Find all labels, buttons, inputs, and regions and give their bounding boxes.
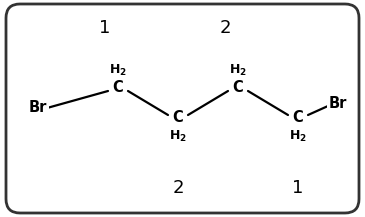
Text: $\mathregular{H_2}$: $\mathregular{H_2}$: [109, 62, 127, 77]
Text: $\mathregular{H_2}$: $\mathregular{H_2}$: [169, 128, 187, 144]
FancyBboxPatch shape: [6, 4, 359, 213]
Text: C: C: [233, 81, 243, 95]
Text: Br: Br: [29, 100, 47, 115]
Text: 2: 2: [219, 19, 231, 37]
Text: $\mathregular{H_2}$: $\mathregular{H_2}$: [229, 62, 247, 77]
Text: C: C: [113, 81, 123, 95]
Text: 1: 1: [292, 179, 304, 197]
Text: Br: Br: [329, 95, 347, 110]
Text: $\mathregular{H_2}$: $\mathregular{H_2}$: [289, 128, 307, 144]
Text: 1: 1: [99, 19, 111, 37]
Text: C: C: [173, 110, 183, 125]
Text: 2: 2: [172, 179, 184, 197]
Text: C: C: [293, 110, 303, 125]
